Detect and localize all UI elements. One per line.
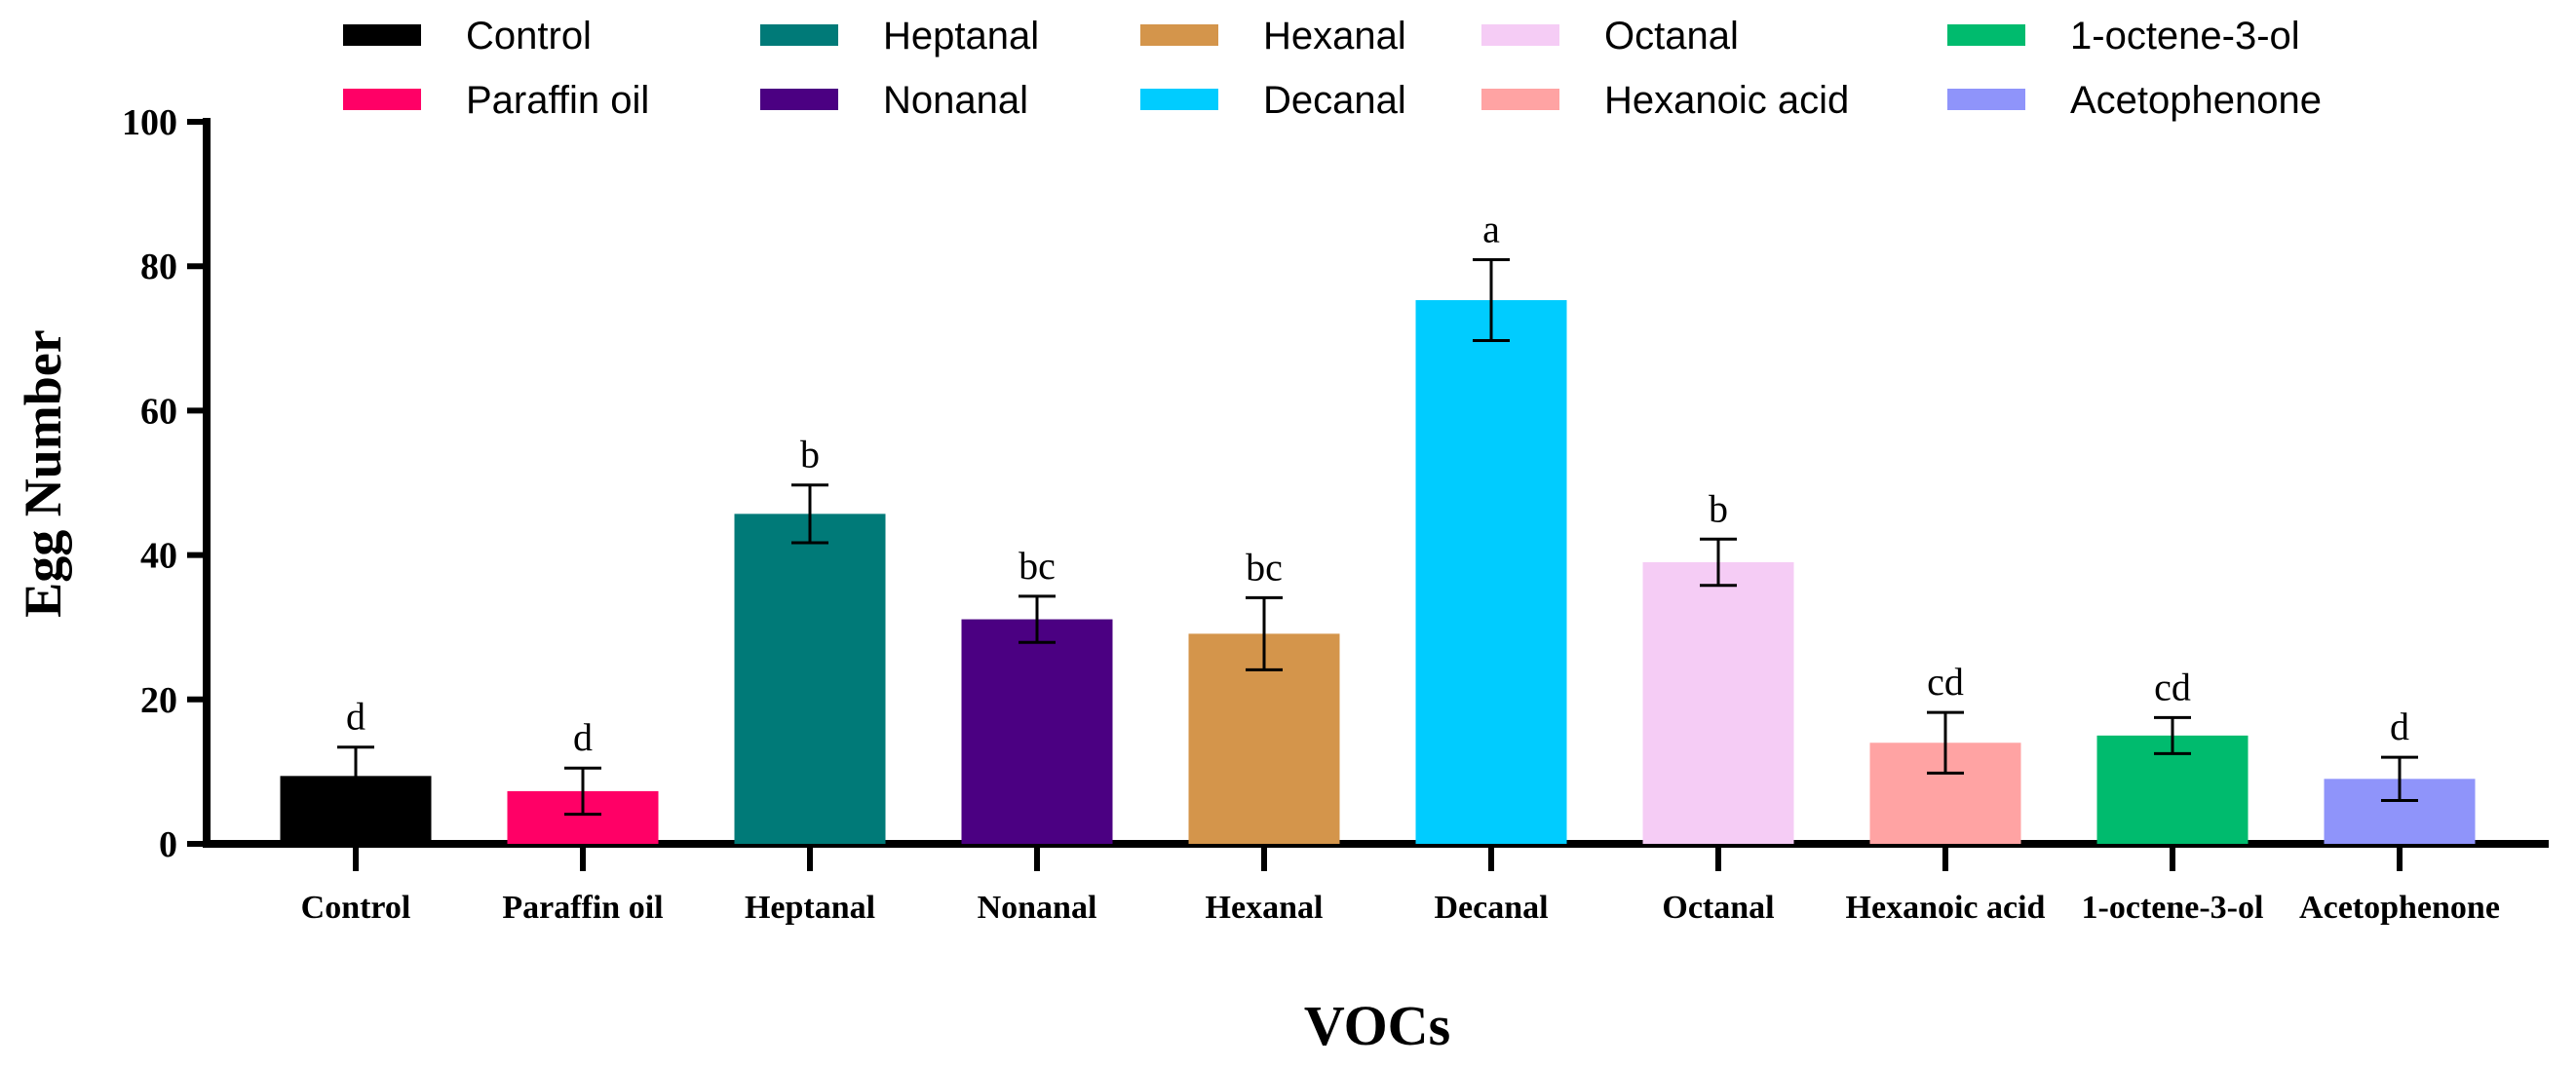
error-bar-acetophenone bbox=[2381, 755, 2418, 803]
significance-label-control: d bbox=[346, 695, 365, 739]
legend-swatch-octanal bbox=[1481, 24, 1559, 46]
legend-swatch-1-octene-3-ol bbox=[1947, 24, 2025, 46]
bars bbox=[280, 258, 2476, 845]
legend-swatch-control bbox=[343, 24, 421, 46]
legend-label-octanal: Octanal bbox=[1604, 15, 1739, 57]
significance-label-1-octene-3-ol: cd bbox=[2154, 665, 2191, 708]
bar-decanal bbox=[1415, 300, 1567, 845]
legend-item-paraffin-oil: Paraffin oil bbox=[343, 79, 649, 122]
x-tick-label-heptanal: Heptanal bbox=[745, 890, 875, 926]
legend-label-paraffin-oil: Paraffin oil bbox=[466, 79, 649, 122]
y-axis-title: Egg Number bbox=[14, 329, 72, 618]
error-bar-hexanal bbox=[1246, 595, 1283, 671]
legend: Control Heptanal Hexanal Octanal 1-octene-3-… bbox=[343, 15, 2322, 122]
bar-heptanal bbox=[734, 514, 886, 844]
significance-label-nonanal: bc bbox=[1019, 544, 1056, 588]
error-bar-nonanal bbox=[1019, 594, 1056, 644]
legend-label-hexanoic-acid: Hexanoic acid bbox=[1604, 79, 1849, 122]
error-bar-hexanoic-acid bbox=[1927, 710, 1964, 775]
legend-item-heptanal: Heptanal bbox=[760, 15, 1039, 57]
x-tick-label-hexanoic-acid: Hexanoic acid bbox=[1846, 890, 2046, 926]
x-tick-label-hexanal: Hexanal bbox=[1206, 890, 1324, 926]
significance-label-hexanal: bc bbox=[1246, 545, 1283, 589]
x-axis-title: VOCs bbox=[1304, 994, 1450, 1057]
y-tick-label-80: 80 bbox=[140, 247, 177, 287]
legend-item-nonanal: Nonanal bbox=[760, 79, 1028, 122]
error-bar-decanal bbox=[1473, 258, 1510, 343]
error-bar-1-octene-3-ol bbox=[2154, 715, 2191, 755]
legend-item-hexanal: Hexanal bbox=[1140, 15, 1406, 57]
y-tick-label-0: 0 bbox=[159, 824, 177, 865]
y-tick-label-60: 60 bbox=[140, 391, 177, 432]
y-tick-label-20: 20 bbox=[140, 680, 177, 721]
legend-item-1-octene-3-ol: 1-octene-3-ol bbox=[1947, 15, 2300, 57]
x-tick-label-acetophenone: Acetophenone bbox=[2299, 890, 2500, 926]
significance-label-acetophenone: d bbox=[2390, 705, 2409, 748]
legend-label-decanal: Decanal bbox=[1263, 79, 1406, 122]
error-bar-octanal bbox=[1700, 537, 1737, 588]
legend-item-acetophenone: Acetophenone bbox=[1947, 79, 2322, 122]
legend-item-control: Control bbox=[343, 15, 592, 57]
labels: d Control d Paraffin oil b Heptanal bc Nonanal b… bbox=[14, 208, 2500, 1057]
legend-item-decanal: Decanal bbox=[1140, 79, 1406, 122]
legend-label-control: Control bbox=[466, 15, 592, 57]
legend-label-1-octene-3-ol: 1-octene-3-ol bbox=[2070, 15, 2300, 57]
legend-swatch-decanal bbox=[1140, 89, 1218, 110]
x-tick-label-paraffin-oil: Paraffin oil bbox=[502, 890, 663, 926]
legend-swatch-hexanal bbox=[1140, 24, 1218, 46]
x-tick-label-nonanal: Nonanal bbox=[978, 890, 1097, 926]
x-tick-label-octanal: Octanal bbox=[1662, 890, 1774, 926]
legend-item-octanal: Octanal bbox=[1481, 15, 1739, 57]
x-tick-label-control: Control bbox=[301, 890, 411, 926]
legend-swatch-hexanoic-acid bbox=[1481, 89, 1559, 110]
x-tick-label-decanal: Decanal bbox=[1434, 890, 1548, 926]
bar-octanal bbox=[1642, 562, 1794, 844]
significance-label-paraffin-oil: d bbox=[573, 715, 593, 759]
x-tick-label-1-octene-3-ol: 1-octene-3-ol bbox=[2082, 890, 2264, 926]
significance-label-decanal: a bbox=[1482, 208, 1500, 251]
significance-label-octanal: b bbox=[1709, 486, 1728, 530]
legend-label-hexanal: Hexanal bbox=[1263, 15, 1406, 57]
error-bar-paraffin-oil bbox=[564, 766, 601, 817]
y-tick-label-100: 100 bbox=[122, 102, 177, 143]
legend-swatch-paraffin-oil bbox=[343, 89, 421, 110]
legend-item-hexanoic-acid: Hexanoic acid bbox=[1481, 79, 1849, 122]
legend-label-acetophenone: Acetophenone bbox=[2070, 79, 2322, 122]
significance-label-heptanal: b bbox=[800, 433, 820, 476]
legend-label-heptanal: Heptanal bbox=[883, 15, 1039, 57]
legend-swatch-acetophenone bbox=[1947, 89, 2025, 110]
legend-swatch-nonanal bbox=[760, 89, 838, 110]
error-bar-control bbox=[337, 745, 374, 807]
legend-swatch-heptanal bbox=[760, 24, 838, 46]
significance-label-hexanoic-acid: cd bbox=[1927, 660, 1964, 704]
y-tick-label-40: 40 bbox=[140, 536, 177, 577]
bar-nonanal bbox=[961, 619, 1113, 844]
error-bar-heptanal bbox=[791, 483, 828, 545]
legend-label-nonanal: Nonanal bbox=[883, 79, 1028, 122]
